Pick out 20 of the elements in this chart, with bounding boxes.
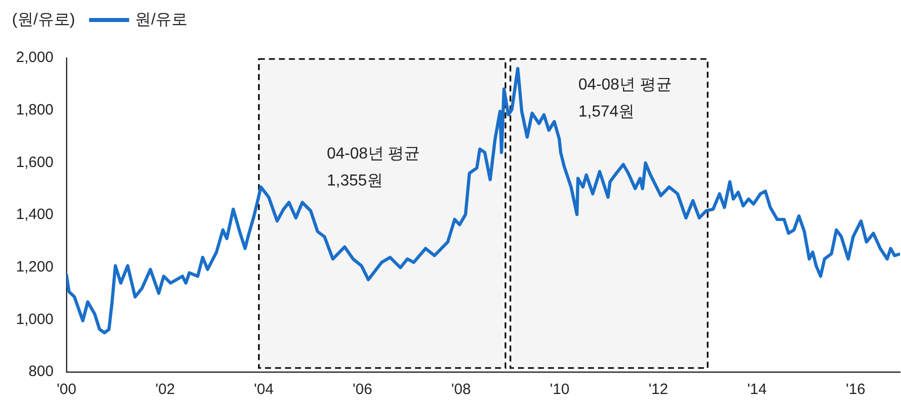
y-tick-label: 1,400 [16,206,54,224]
y-tick-label: 1,000 [16,310,54,328]
band-label: 04-08년 평균 1,355원 [326,145,420,190]
y-tick-label: 1,800 [16,101,54,118]
x-tick-label: '06 [352,381,372,398]
y-tick-label: 2,000 [16,49,54,66]
x-tick-label: '14 [747,381,767,398]
legend-label: 원/유로 [135,11,188,28]
y-tick-label: 1,200 [16,258,54,276]
x-tick-label: '12 [648,381,668,398]
y-tick-label: 1,600 [16,154,54,171]
y-axis-title: (원/유로) [12,11,76,28]
y-tick-label: 800 [28,363,54,380]
x-tick-label: '08 [451,381,471,398]
x-tick-label: '10 [550,381,570,398]
x-tick-label: '16 [846,381,866,398]
x-tick-label: '04 [254,381,274,398]
band-label: 04-08년 평균 1,574원 [578,76,672,120]
x-tick-label: '00 [56,381,76,398]
x-tick-label: '02 [155,381,175,398]
